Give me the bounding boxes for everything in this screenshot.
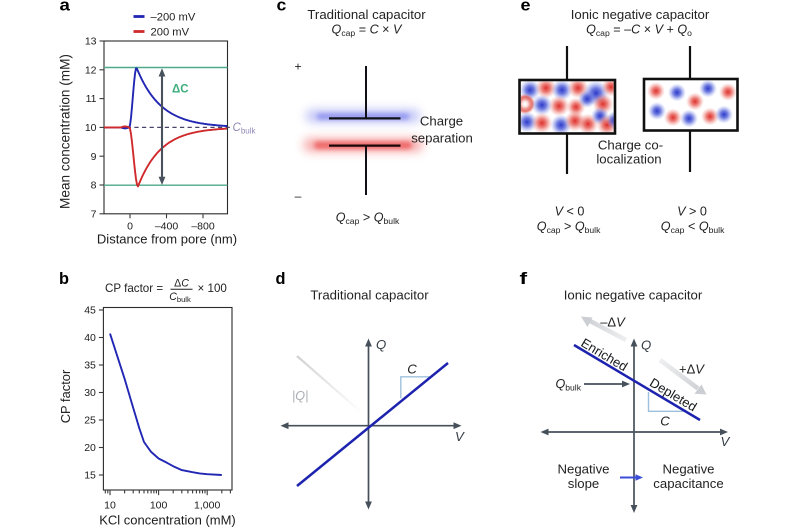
- svg-text:Q: Q: [641, 338, 651, 353]
- svg-text:separation: separation: [411, 131, 473, 146]
- svg-text:Qcap < Qbulk: Qcap < Qbulk: [661, 220, 725, 236]
- svg-text:a: a: [60, 0, 71, 15]
- svg-text:13: 13: [85, 36, 97, 48]
- svg-text:Distance from pore (nm): Distance from pore (nm): [97, 232, 237, 247]
- svg-text:Mean concentration (mM): Mean concentration (mM): [58, 54, 73, 209]
- svg-text:10: 10: [85, 122, 97, 134]
- svg-text:Ionic negative capacitor: Ionic negative capacitor: [571, 7, 710, 22]
- svg-text:Traditional capacitor: Traditional capacitor: [307, 7, 426, 22]
- svg-text:9: 9: [91, 151, 97, 163]
- svg-text:Enriched: Enriched: [578, 335, 630, 374]
- svg-text:C: C: [660, 414, 670, 429]
- svg-text:–200 mV: –200 mV: [151, 12, 196, 24]
- svg-text:–800: –800: [191, 221, 215, 233]
- svg-text:f: f: [520, 270, 528, 288]
- svg-text:200 mV: 200 mV: [151, 27, 190, 39]
- svg-text:40: 40: [84, 332, 96, 344]
- svg-text:localization: localization: [596, 152, 661, 167]
- svg-text:1,000: 1,000: [194, 500, 220, 512]
- svg-text:Negative: Negative: [662, 462, 714, 477]
- svg-text:V: V: [455, 429, 465, 444]
- svg-text:|Q|: |Q|: [292, 389, 308, 403]
- svg-text:35: 35: [84, 360, 96, 372]
- svg-text:Qbulk: Qbulk: [555, 377, 581, 393]
- svg-text:Cbulk: Cbulk: [233, 122, 257, 136]
- svg-text:Traditional capacitor: Traditional capacitor: [310, 288, 429, 303]
- svg-text:20: 20: [84, 442, 96, 454]
- svg-text:Negative: Negative: [557, 462, 609, 477]
- svg-text:15: 15: [84, 470, 96, 482]
- svg-text:Qcap > Qbulk: Qcap > Qbulk: [336, 211, 400, 227]
- svg-text:V > 0: V > 0: [677, 205, 707, 219]
- svg-text:10: 10: [104, 500, 116, 512]
- svg-text:slope: slope: [568, 476, 600, 491]
- svg-text:Charge: Charge: [420, 114, 463, 129]
- svg-text:V: V: [721, 434, 731, 449]
- svg-text:100: 100: [150, 500, 168, 512]
- svg-text:7: 7: [91, 208, 97, 220]
- svg-text:d: d: [276, 270, 286, 288]
- svg-text:CP factor: CP factor: [58, 369, 73, 423]
- svg-text:0: 0: [127, 221, 133, 233]
- svg-text:ΔC: ΔC: [172, 84, 189, 96]
- svg-text:c: c: [277, 0, 287, 15]
- svg-text:Q: Q: [376, 337, 386, 352]
- svg-text:Qcap = –C × V + Qo: Qcap = –C × V + Qo: [586, 23, 692, 39]
- svg-text:b: b: [59, 270, 69, 288]
- svg-text:ΔC: ΔC: [174, 278, 189, 290]
- svg-text:12: 12: [85, 64, 97, 76]
- svg-text:C: C: [407, 362, 417, 377]
- svg-text:25: 25: [84, 415, 96, 427]
- svg-text:8: 8: [91, 180, 97, 192]
- svg-text:Charge co-: Charge co-: [598, 138, 663, 153]
- svg-text:+: +: [294, 60, 301, 74]
- svg-text:45: 45: [84, 305, 96, 317]
- svg-text:Ionic negative capacitor: Ionic negative capacitor: [564, 288, 703, 303]
- svg-text:–ΔV: –ΔV: [600, 315, 626, 330]
- svg-text:–: –: [295, 189, 302, 203]
- svg-text:KCl concentration (mM): KCl concentration (mM): [99, 513, 236, 528]
- svg-text:CP factor =: CP factor =: [105, 282, 163, 295]
- svg-text:e: e: [521, 0, 531, 15]
- svg-text:11: 11: [86, 93, 97, 105]
- svg-text:× 100: × 100: [198, 282, 227, 295]
- svg-text:V < 0: V < 0: [555, 205, 585, 219]
- svg-text:Qcap = C × V: Qcap = C × V: [332, 23, 403, 39]
- svg-text:–400: –400: [155, 221, 179, 233]
- svg-text:capacitance: capacitance: [653, 476, 723, 491]
- svg-text:+ΔV: +ΔV: [679, 362, 705, 377]
- svg-text:Cbulk: Cbulk: [169, 291, 191, 304]
- svg-text:30: 30: [84, 387, 96, 399]
- svg-text:Qcap > Qbulk: Qcap > Qbulk: [537, 220, 601, 236]
